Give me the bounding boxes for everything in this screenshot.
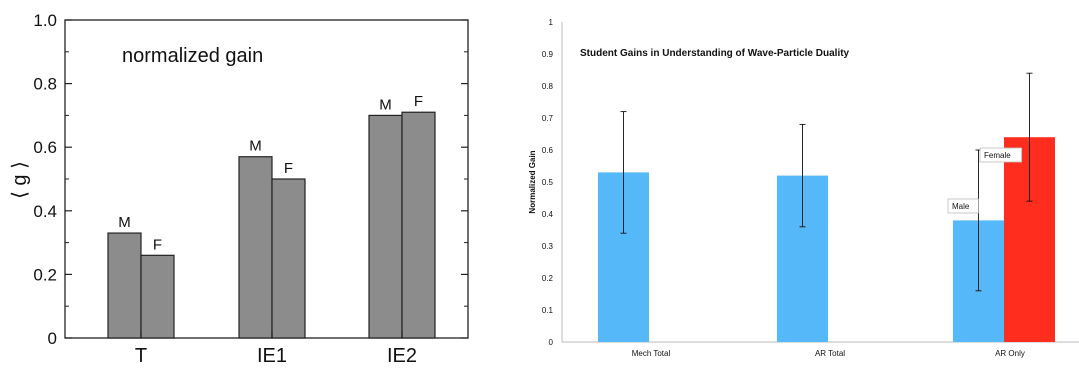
right-chart-title: Student Gains in Understanding of Wave-P… — [580, 48, 850, 59]
left-bar — [368, 114, 403, 339]
left-y-tick-label: 0.6 — [33, 138, 57, 157]
right-x-tick-label: AR Total — [815, 349, 845, 358]
right-y-tick-label: 0.1 — [542, 306, 554, 315]
left-bar — [401, 111, 436, 339]
left-x-tick-label: IE1 — [257, 345, 287, 367]
left-bar-label: M — [118, 214, 131, 231]
right-bar-label: Male — [952, 202, 970, 211]
right-chart: Student Gains in Understanding of Wave-P… — [528, 18, 1079, 358]
right-y-axis-label: Normalized Gain — [528, 150, 537, 213]
left-bar-label: F — [414, 93, 423, 110]
left-y-tick-label: 0.8 — [33, 75, 57, 94]
right-y-tick-label: 0.4 — [542, 210, 554, 219]
left-bar — [271, 178, 306, 339]
left-chart-title: normalized gain — [122, 45, 263, 67]
right-y-tick-label: 0 — [549, 338, 554, 347]
left-bar-label: F — [284, 160, 293, 177]
left-x-tick-label: IE2 — [387, 345, 417, 367]
left-bar-label: F — [153, 236, 162, 253]
right-x-tick-label: Mech Total — [632, 349, 671, 358]
right-y-tick-label: 0.5 — [542, 178, 554, 187]
left-y-axis-label: ⟨ g ⟩ — [9, 161, 31, 199]
left-x-tick-label: T — [135, 345, 147, 367]
left-y-tick-label: 0 — [48, 329, 57, 348]
right-y-tick-label: 0.8 — [542, 82, 554, 91]
left-bar — [238, 156, 273, 339]
left-bar — [107, 232, 142, 339]
left-y-tick-label: 0.4 — [33, 202, 57, 221]
right-bar-label-box — [979, 147, 1022, 163]
right-bar-label-box — [947, 198, 979, 214]
right-y-tick-label: 0.7 — [542, 114, 554, 123]
right-x-tick-labels: Mech Total AR Total AR Only — [632, 349, 1025, 358]
left-y-tick-label: 1.0 — [33, 11, 57, 30]
left-chart: normalized gain ⟨ g ⟩ 0 0.2 0.4 0.6 0.8 1.0 M… — [9, 11, 469, 367]
left-y-tick-label: 0.2 — [33, 265, 57, 284]
left-bar — [140, 254, 175, 339]
right-bar-label: Female — [984, 151, 1011, 160]
right-y-tick-label: 0.3 — [542, 242, 554, 251]
right-y-tick-label: 0.9 — [542, 50, 554, 59]
left-y-ticks: 0 0.2 0.4 0.6 0.8 1.0 — [33, 11, 468, 348]
left-bars: M F M F M F — [107, 93, 436, 339]
right-y-ticks: 0 0.1 0.2 0.3 0.4 0.5 0.6 0.7 0.8 0.9 1 — [542, 18, 554, 347]
left-x-tick-labels: T IE1 IE2 — [135, 331, 417, 367]
right-y-tick-label: 0.2 — [542, 274, 554, 283]
left-bar-label: M — [379, 96, 392, 113]
right-bars: Male Female — [598, 72, 1055, 342]
left-bar-label: M — [249, 138, 262, 155]
right-x-tick-label: AR Only — [995, 349, 1025, 358]
right-y-tick-label: 0.6 — [542, 146, 554, 155]
right-y-tick-label: 1 — [549, 18, 554, 27]
